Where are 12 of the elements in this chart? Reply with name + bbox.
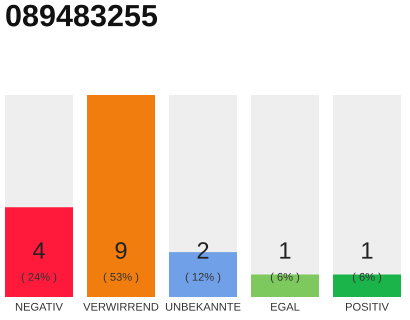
x-tick-label: EGAL bbox=[271, 302, 300, 311]
x-tick-label: VERWIRREND bbox=[83, 302, 158, 311]
data-label: 1 ( 6% ) bbox=[270, 242, 300, 283]
data-label: 1 ( 6% ) bbox=[352, 242, 382, 283]
chart-title: 089483255 bbox=[6, 4, 158, 26]
data-label: 9 ( 53% ) bbox=[104, 242, 138, 283]
x-tick-label: POSITIV bbox=[346, 302, 389, 311]
x-tick-label: NEGATIV bbox=[16, 302, 63, 311]
x-tick-label: UNBEKANNTE bbox=[166, 302, 240, 311]
bar bbox=[251, 274, 319, 297]
data-label: 4 ( 24% ) bbox=[22, 242, 56, 283]
bar bbox=[333, 274, 401, 297]
